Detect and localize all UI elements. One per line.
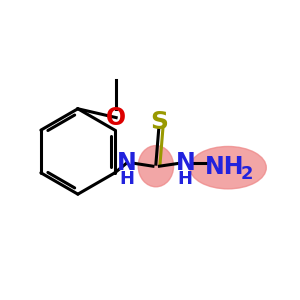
Text: S: S [150, 110, 168, 134]
Text: H: H [178, 170, 193, 188]
Text: N: N [117, 151, 136, 175]
Ellipse shape [138, 146, 174, 187]
Text: 2: 2 [241, 165, 253, 183]
Text: H: H [119, 170, 134, 188]
Text: NH: NH [205, 155, 245, 179]
Text: N: N [176, 151, 195, 175]
Ellipse shape [190, 146, 266, 189]
Text: O: O [106, 106, 126, 130]
